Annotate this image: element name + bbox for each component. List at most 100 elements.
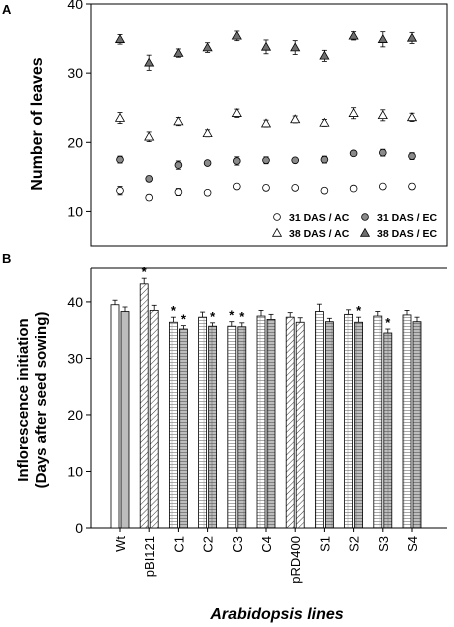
panel-a-y-tick-label: 10 bbox=[67, 203, 83, 219]
panel-a-point bbox=[290, 114, 301, 124]
panel-b-y-tick-label: 40 bbox=[67, 294, 83, 310]
panel-b-x-tick-label: S3 bbox=[376, 536, 391, 552]
panel-a-point bbox=[260, 41, 272, 51]
panel-a-point bbox=[144, 131, 155, 141]
panel-a-point bbox=[319, 117, 330, 127]
panel-b-significance-mark: * bbox=[385, 315, 391, 330]
panel-b-significance-mark: * bbox=[239, 309, 245, 324]
panel-a-point bbox=[291, 184, 300, 192]
panel-b-x-tick-label: S1 bbox=[317, 536, 332, 552]
panel-a-point bbox=[378, 148, 387, 157]
panel-b-y-axis-label-line1: Inflorescence initiation bbox=[15, 318, 32, 481]
panel-b-bar bbox=[237, 326, 247, 529]
panel-a-point bbox=[271, 227, 283, 237]
panel-a-point bbox=[348, 108, 359, 117]
panel-a-point bbox=[173, 116, 184, 126]
panel-a-y-tick-label: 30 bbox=[67, 65, 83, 81]
panel-b-bar bbox=[208, 325, 218, 529]
panel-b-x-axis-label: Arabidopsis lines bbox=[209, 606, 343, 623]
panel-b-significance-mark: * bbox=[356, 303, 362, 318]
panel-a-point bbox=[114, 34, 126, 43]
panel-b-significance-mark: * bbox=[229, 308, 235, 323]
panel-b-significance-mark: * bbox=[181, 312, 187, 327]
panel-a-label: A bbox=[2, 2, 12, 17]
panel-a-point bbox=[320, 155, 329, 164]
panel-b-bar bbox=[285, 316, 295, 529]
panel-b-bar bbox=[120, 311, 130, 529]
panel-b-bar bbox=[383, 332, 393, 529]
panel-b-bar bbox=[354, 321, 364, 529]
panel-b-x-tick-label: C1 bbox=[171, 536, 186, 553]
panel-a-y-tick-label: 20 bbox=[67, 134, 83, 150]
panel-a-point bbox=[262, 156, 270, 165]
panel-a-point bbox=[408, 182, 416, 191]
panel-b-label: B bbox=[2, 251, 11, 266]
panel-a-legend-label: 38 DAS / EC bbox=[377, 228, 438, 240]
panel-a-point bbox=[377, 34, 388, 43]
panel-b-x-tick-label: C3 bbox=[230, 536, 245, 553]
panel-a-point bbox=[291, 156, 300, 165]
panel-a-point bbox=[348, 30, 359, 40]
panel-a-plot: 10 20 30 40 31 DAS / AC 31 DAS / EC 38 DAS / A… bbox=[67, 0, 448, 247]
panel-a-point bbox=[145, 193, 154, 202]
panel-a-point bbox=[262, 184, 270, 192]
panel-b-bar bbox=[402, 314, 412, 529]
panel-b-bar bbox=[168, 321, 178, 529]
panel-a-frame bbox=[90, 3, 448, 247]
panel-b-bar bbox=[344, 313, 354, 529]
panel-a-point bbox=[202, 42, 213, 52]
panel-a-point bbox=[203, 159, 212, 167]
panel-b-significance-mark: * bbox=[142, 264, 148, 279]
panel-b-significance-mark: * bbox=[171, 303, 177, 318]
panel-a-point bbox=[116, 155, 124, 164]
panel-a-point bbox=[174, 188, 183, 196]
panel-a-point bbox=[273, 213, 281, 221]
panel-b-x-tick-label: pRD400 bbox=[288, 536, 303, 584]
panel-a-point bbox=[114, 112, 126, 122]
panel-a-point bbox=[319, 50, 330, 60]
panel-a-point bbox=[203, 188, 212, 197]
panel-a-point bbox=[406, 32, 418, 42]
panel-a-point bbox=[260, 118, 272, 128]
panel-a-y-tick-label: 40 bbox=[67, 0, 83, 12]
panel-a-point bbox=[290, 42, 301, 52]
panel-b-bar bbox=[227, 325, 237, 529]
panel-a-point bbox=[359, 227, 371, 237]
panel-b-bar bbox=[110, 304, 120, 529]
panel-a-point bbox=[174, 161, 183, 169]
panel-b-x-tick-label: pBI121 bbox=[142, 536, 157, 577]
panel-b-x-tick-label: C4 bbox=[259, 536, 274, 553]
panel-b-y-axis-label-line2: (Days after seed sowing) bbox=[33, 312, 50, 489]
panel-b-bar bbox=[256, 315, 266, 529]
panel-a-legend-label: 38 DAS / AC bbox=[289, 228, 350, 240]
panel-b-bar bbox=[373, 315, 383, 529]
panel-b-bar bbox=[178, 328, 188, 529]
panel-a-point bbox=[349, 184, 358, 193]
panel-a-point bbox=[377, 110, 388, 120]
panel-b-bar bbox=[266, 319, 276, 529]
panel-b-bar bbox=[412, 321, 422, 529]
panel-a-point bbox=[233, 182, 241, 191]
panel-a-point bbox=[233, 157, 241, 165]
panel-a-point bbox=[173, 47, 184, 57]
panel-b-bar bbox=[295, 321, 305, 529]
panel-a-point bbox=[231, 108, 242, 117]
panel-b-bar bbox=[324, 321, 334, 529]
panel-a-point bbox=[231, 30, 242, 40]
panel-a-point bbox=[378, 182, 387, 191]
panel-a-legend-label: 31 DAS / EC bbox=[377, 212, 438, 224]
panel-a-point bbox=[145, 175, 154, 183]
panel-b-plot: 0 10 20 30 40 Wt * pBI121 * * C1 * C2 * * C3 C4 pRD400 S1 *… bbox=[67, 264, 447, 584]
panel-b-x-tick-label: S2 bbox=[347, 536, 362, 552]
panel-b-x-tick-label: Wt bbox=[113, 536, 128, 552]
panel-b-y-tick-label: 30 bbox=[67, 350, 83, 366]
panel-a-point bbox=[320, 186, 329, 195]
panel-b-bar bbox=[149, 309, 159, 529]
panel-a-point bbox=[202, 128, 213, 137]
panel-a-point bbox=[406, 112, 418, 122]
panel-b-x-tick-label: S4 bbox=[405, 536, 420, 552]
panel-b-y-tick-label: 0 bbox=[75, 520, 83, 536]
panel-a-point bbox=[361, 213, 369, 221]
panel-a-point bbox=[144, 57, 155, 67]
